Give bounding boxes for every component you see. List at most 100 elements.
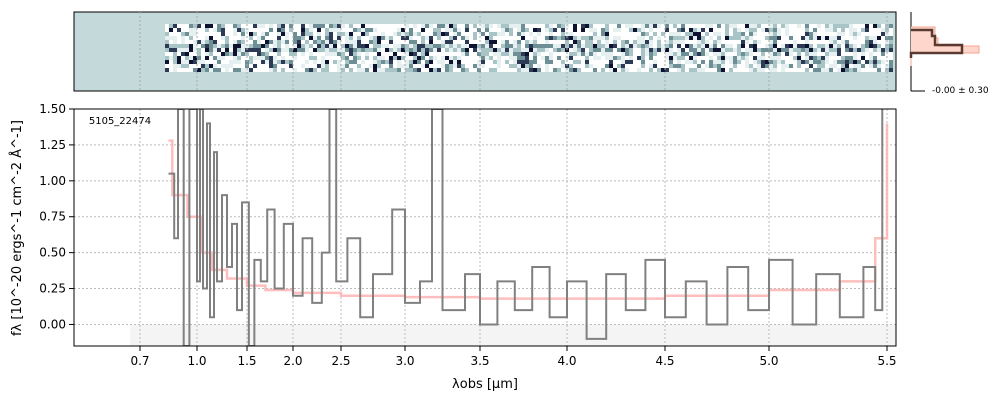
x-axis-label: λobs [μm] [452, 377, 518, 392]
pixel [405, 48, 409, 52]
pixel [205, 40, 209, 44]
pixel [173, 40, 177, 44]
pixel [189, 56, 193, 60]
pixel [801, 36, 805, 40]
pixel [749, 24, 753, 28]
pixel [437, 68, 441, 72]
pixel [889, 56, 893, 60]
pixel [665, 36, 669, 40]
pixel [277, 32, 281, 36]
pixel [169, 44, 173, 48]
pixel [509, 52, 513, 56]
pixel [489, 40, 493, 44]
pixel [729, 56, 733, 60]
pixel [493, 68, 497, 72]
pixel [613, 36, 617, 40]
pixel [421, 56, 425, 60]
pixel [289, 60, 293, 64]
pixel [841, 64, 845, 68]
pixel [393, 24, 397, 28]
pixel [785, 48, 789, 52]
pixel [501, 28, 505, 32]
pixel [501, 52, 505, 56]
pixel [805, 56, 809, 60]
pixel [301, 56, 305, 60]
pixel [361, 24, 365, 28]
pixel [613, 32, 617, 36]
pixel [201, 64, 205, 68]
pixel [277, 60, 281, 64]
pixel [641, 64, 645, 68]
pixel [357, 60, 361, 64]
pixel [373, 60, 377, 64]
pixel [777, 44, 781, 48]
pixel [825, 52, 829, 56]
pixel [873, 24, 877, 28]
pixel [557, 56, 561, 60]
pixel [777, 64, 781, 68]
pixel [477, 44, 481, 48]
pixel [729, 44, 733, 48]
pixel [385, 40, 389, 44]
pixel [813, 28, 817, 32]
pixel [221, 52, 225, 56]
pixel [589, 56, 593, 60]
pixel [377, 40, 381, 44]
pixel [321, 56, 325, 60]
pixel [577, 32, 581, 36]
pixel [589, 68, 593, 72]
pixel [289, 44, 293, 48]
pixel [417, 40, 421, 44]
pixel [401, 24, 405, 28]
pixel [549, 36, 553, 40]
pixel [429, 24, 433, 28]
pixel [553, 64, 557, 68]
pixel [841, 32, 845, 36]
pixel [781, 24, 785, 28]
pixel [333, 48, 337, 52]
pixel [781, 48, 785, 52]
pixel [425, 52, 429, 56]
pixel [717, 28, 721, 32]
pixel [661, 48, 665, 52]
pixel [189, 24, 193, 28]
pixel [405, 60, 409, 64]
pixel [449, 44, 453, 48]
pixel [505, 52, 509, 56]
pixel [517, 52, 521, 56]
pixel [177, 40, 181, 44]
pixel [645, 68, 649, 72]
pixel [345, 56, 349, 60]
pixel [789, 24, 793, 28]
pixel [457, 60, 461, 64]
pixel [397, 40, 401, 44]
pixel [881, 60, 885, 64]
pixel [805, 40, 809, 44]
pixel [561, 24, 565, 28]
pixel [669, 68, 673, 72]
pixel [849, 36, 853, 40]
x-tick-label: 5.5 [877, 354, 896, 368]
pixel [441, 52, 445, 56]
pixel [573, 32, 577, 36]
pixel [785, 36, 789, 40]
pixel [677, 60, 681, 64]
pixel [733, 28, 737, 32]
pixel [677, 36, 681, 40]
pixel [725, 32, 729, 36]
pixel [777, 24, 781, 28]
pixel [821, 68, 825, 72]
pixel [781, 68, 785, 72]
pixel [669, 56, 673, 60]
pixel [753, 60, 757, 64]
pixel [665, 56, 669, 60]
pixel [469, 56, 473, 60]
pixel [733, 56, 737, 60]
pixel [617, 56, 621, 60]
pixel [649, 40, 653, 44]
pixel [397, 64, 401, 68]
pixel [817, 28, 821, 32]
pixel [861, 32, 865, 36]
pixel [889, 40, 893, 44]
pixel [549, 44, 553, 48]
